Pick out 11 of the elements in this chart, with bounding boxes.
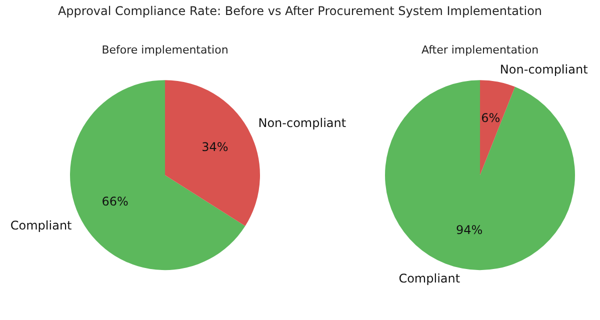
chart-title: Approval Compliance Rate: Before vs After Procurement System Implementation — [56, 4, 544, 18]
data-label: 94% — [456, 223, 483, 238]
slice-label: Non-compliant — [258, 116, 346, 130]
slice-label: Compliant — [398, 272, 460, 286]
chart-subtitle: After implementation — [421, 43, 539, 56]
slice-label: Non-compliant — [500, 62, 588, 77]
data-label: 66% — [102, 194, 128, 209]
slice-label: Compliant — [10, 218, 72, 232]
chart-subtitle: Before implementation — [102, 43, 228, 56]
data-label: 34% — [202, 140, 228, 154]
data-label: 6% — [481, 111, 500, 126]
